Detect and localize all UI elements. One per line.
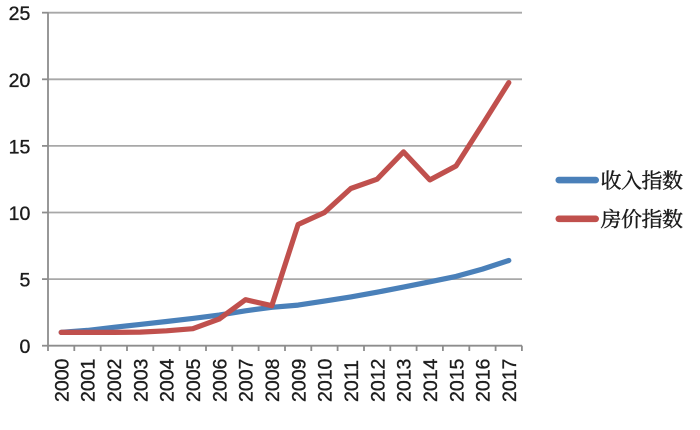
svg-text:10: 10: [9, 203, 31, 225]
svg-text:2003: 2003: [130, 359, 152, 402]
svg-text:2005: 2005: [183, 358, 205, 402]
svg-text:2001: 2001: [78, 359, 100, 402]
svg-text:2016: 2016: [473, 359, 495, 402]
svg-text:2013: 2013: [394, 359, 416, 402]
svg-text:15: 15: [9, 136, 31, 158]
svg-text:2010: 2010: [315, 358, 337, 402]
svg-text:2015: 2015: [446, 358, 468, 402]
svg-text:2011: 2011: [341, 360, 363, 402]
svg-text:2000: 2000: [51, 358, 73, 402]
svg-text:5: 5: [19, 270, 30, 292]
svg-text:2002: 2002: [104, 359, 126, 402]
svg-text:2004: 2004: [157, 358, 179, 402]
svg-text:2009: 2009: [288, 359, 310, 402]
svg-text:25: 25: [9, 3, 31, 25]
svg-text:2006: 2006: [209, 359, 231, 402]
svg-text:20: 20: [9, 70, 31, 92]
svg-text:2008: 2008: [262, 359, 284, 402]
svg-text:2017: 2017: [499, 359, 521, 402]
svg-text:2014: 2014: [420, 358, 442, 402]
svg-text:0: 0: [19, 336, 30, 358]
svg-text:2012: 2012: [367, 359, 389, 402]
svg-text:2007: 2007: [236, 359, 258, 402]
